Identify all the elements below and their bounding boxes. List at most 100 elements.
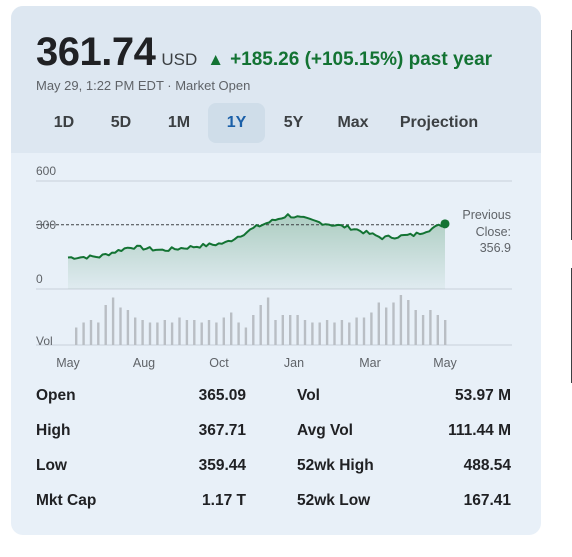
volume-bar — [148, 322, 152, 345]
volume-bar — [370, 312, 373, 345]
volume-bar — [178, 317, 181, 345]
volume-bar — [436, 315, 439, 345]
x-tick-may-2: May — [433, 356, 457, 370]
x-tick-may: May — [56, 356, 80, 370]
stats-table: Open 365.09 Vol 53.97 M High 367.71 Avg … — [36, 379, 516, 519]
volume-bar — [200, 322, 203, 345]
stat-label-mkt-cap: Mkt Cap — [36, 492, 97, 509]
current-price: 361.74 — [36, 30, 156, 74]
stat-label-52wk-low: 52wk Low — [297, 492, 371, 509]
volume-bar — [82, 322, 85, 345]
volume-bar — [362, 317, 366, 345]
prev-close-value: 356.9 — [480, 241, 511, 255]
volume-bar — [104, 305, 107, 345]
volume-bar — [237, 322, 240, 345]
stat-value-low: 359.44 — [198, 457, 246, 474]
volume-bar — [141, 320, 144, 345]
stat-label-vol: Vol — [297, 387, 320, 404]
x-tick-mar: Mar — [359, 356, 381, 370]
current-price-dot — [440, 219, 450, 229]
tab-1m[interactable]: 1M — [167, 114, 191, 131]
x-tick-aug: Aug — [133, 356, 155, 370]
stat-value-vol: 53.97 M — [454, 387, 511, 404]
x-tick-jan: Jan — [284, 356, 304, 370]
currency-label: USD — [161, 50, 198, 69]
volume-bar — [156, 322, 159, 345]
volume-bar — [348, 322, 351, 345]
stat-label-52wk-high: 52wk High — [297, 457, 374, 474]
stock-card: 361.74 USD ▲ +185.26 (+105.15%) past year… — [11, 6, 541, 535]
volume-bar — [333, 322, 336, 345]
volume-bar — [163, 320, 166, 345]
volume-bar — [340, 320, 344, 345]
price-row: 361.74 USD ▲ +185.26 (+105.15%) past year — [36, 30, 492, 75]
tab-1y[interactable]: 1Y — [208, 103, 265, 143]
stat-label-low: Low — [36, 457, 67, 474]
stat-row: High 367.71 Avg Vol 111.44 M — [36, 414, 516, 449]
x-tick-oct: Oct — [209, 356, 229, 370]
price-area — [68, 214, 445, 289]
volume-bar — [311, 322, 314, 345]
volume-bar — [392, 302, 395, 345]
volume-bar — [97, 322, 100, 345]
stat-row: Open 365.09 Vol 53.97 M — [36, 379, 516, 414]
volume-bar — [244, 327, 248, 345]
price-change: ▲ +185.26 (+105.15%) past year — [207, 49, 492, 71]
stat-value-mkt-cap: 1.17 T — [202, 492, 246, 509]
volume-bar — [407, 300, 410, 345]
volume-bar — [134, 317, 137, 345]
volume-bar — [355, 317, 358, 345]
volume-bar — [193, 320, 196, 345]
tab-max[interactable]: Max — [337, 114, 369, 131]
stat-label-avg-vol: Avg Vol — [297, 422, 353, 439]
volume-bar — [266, 297, 270, 345]
volume-bar — [274, 320, 277, 345]
stat-value-52wk-high: 488.54 — [463, 457, 511, 474]
tab-5y[interactable]: 5Y — [283, 114, 304, 131]
volume-bar — [281, 315, 284, 345]
volume-bar — [318, 322, 321, 345]
prev-close-label-1: Previous — [462, 208, 511, 222]
volume-bar — [126, 310, 130, 345]
volume-bar — [429, 310, 432, 345]
volume-bar — [222, 317, 225, 345]
volume-bar — [259, 305, 262, 345]
volume-bar — [421, 315, 425, 345]
volume-bar — [119, 307, 122, 345]
stat-value-high: 367.71 — [198, 422, 246, 439]
volume-bar — [296, 315, 299, 345]
price-line — [67, 213, 446, 260]
volume-bar — [325, 320, 329, 345]
volume-bar — [111, 297, 115, 345]
up-arrow-icon: ▲ — [207, 50, 225, 69]
tab-projection[interactable]: Projection — [399, 114, 479, 131]
market-timestamp: May 29, 1:22 PM EDT · Market Open — [36, 78, 251, 93]
volume-bars — [75, 295, 447, 345]
volume-bar — [185, 320, 189, 345]
price-change-text: +185.26 (+105.15%) past year — [230, 49, 493, 70]
volume-bar — [303, 320, 307, 345]
stat-value-open: 365.09 — [198, 387, 246, 404]
stat-value-52wk-low: 167.41 — [463, 492, 511, 509]
prev-close-label-2: Close: — [476, 225, 511, 239]
volume-bar — [207, 320, 211, 345]
quote-header: 361.74 USD ▲ +185.26 (+105.15%) past year… — [11, 6, 541, 153]
stat-label-open: Open — [36, 387, 76, 404]
volume-bar — [414, 310, 417, 345]
tab-1d[interactable]: 1D — [53, 114, 75, 131]
y-tick-600: 600 — [36, 164, 56, 178]
price-chart[interactable]: 600 300 0 Vol Previous Close: 356.9 May … — [11, 156, 541, 376]
volume-bar — [89, 320, 93, 345]
stat-label-high: High — [36, 422, 71, 439]
volume-bar — [399, 295, 403, 345]
y-tick-0: 0 — [36, 272, 43, 286]
stat-value-avg-vol: 111.44 M — [448, 422, 511, 439]
volume-label: Vol — [36, 334, 53, 348]
volume-bar — [170, 322, 174, 345]
stat-row: Low 359.44 52wk High 488.54 — [36, 449, 516, 484]
volume-bar — [377, 302, 380, 345]
range-tabs: 1D 5D 1M 1Y 5Y Max Projection — [36, 103, 494, 143]
volume-bar — [215, 322, 218, 345]
volume-bar — [444, 320, 447, 345]
tab-5d[interactable]: 5D — [110, 114, 132, 131]
